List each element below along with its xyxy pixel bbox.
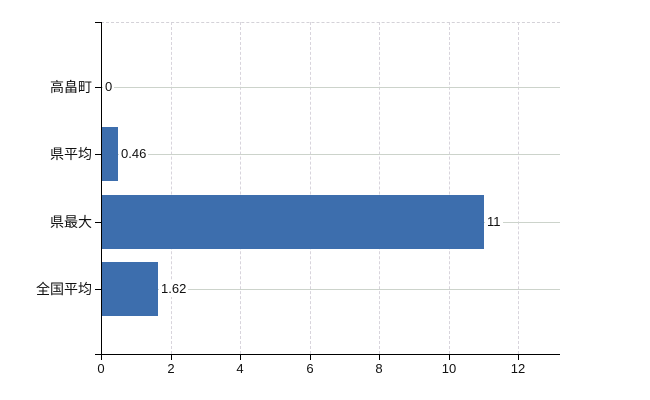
y-axis-line bbox=[101, 22, 102, 360]
vertical-gridline bbox=[379, 22, 380, 354]
x-tick bbox=[379, 354, 380, 360]
x-tick bbox=[240, 354, 241, 360]
value-label: 1.62 bbox=[159, 281, 189, 297]
x-tick bbox=[518, 354, 519, 360]
category-label: 高畠町 bbox=[50, 79, 92, 95]
value-label: 11 bbox=[485, 214, 503, 230]
vertical-gridline bbox=[310, 22, 311, 354]
x-tick-label: 10 bbox=[441, 361, 457, 376]
x-tick-label: 4 bbox=[236, 361, 244, 376]
bar bbox=[102, 195, 484, 249]
y-tick bbox=[95, 154, 101, 155]
vertical-gridline bbox=[449, 22, 450, 354]
category-gridline bbox=[101, 289, 560, 290]
x-tick-label: 12 bbox=[510, 361, 526, 376]
y-tick bbox=[95, 289, 101, 290]
x-tick bbox=[101, 354, 102, 360]
x-tick-label: 2 bbox=[167, 361, 175, 376]
value-label: 0.46 bbox=[119, 146, 149, 162]
y-tick bbox=[95, 222, 101, 223]
y-tick bbox=[95, 87, 101, 88]
category-label: 全国平均 bbox=[36, 281, 92, 297]
category-gridline bbox=[101, 87, 560, 88]
x-tick-label: 6 bbox=[306, 361, 314, 376]
value-label: 0 bbox=[103, 79, 115, 95]
vertical-gridline bbox=[518, 22, 519, 354]
bar bbox=[102, 262, 158, 316]
x-tick bbox=[310, 354, 311, 360]
category-label: 県平均 bbox=[50, 146, 92, 162]
x-axis-line bbox=[95, 354, 560, 355]
category-label: 県最大 bbox=[50, 214, 92, 230]
vertical-gridline bbox=[171, 22, 172, 354]
plot-top-border bbox=[101, 22, 560, 23]
x-tick bbox=[449, 354, 450, 360]
bar bbox=[102, 127, 118, 181]
x-tick-label: 8 bbox=[375, 361, 383, 376]
y-tick bbox=[95, 22, 101, 23]
x-tick-label: 0 bbox=[97, 361, 105, 376]
x-tick bbox=[171, 354, 172, 360]
vertical-gridline bbox=[240, 22, 241, 354]
category-gridline bbox=[101, 154, 560, 155]
